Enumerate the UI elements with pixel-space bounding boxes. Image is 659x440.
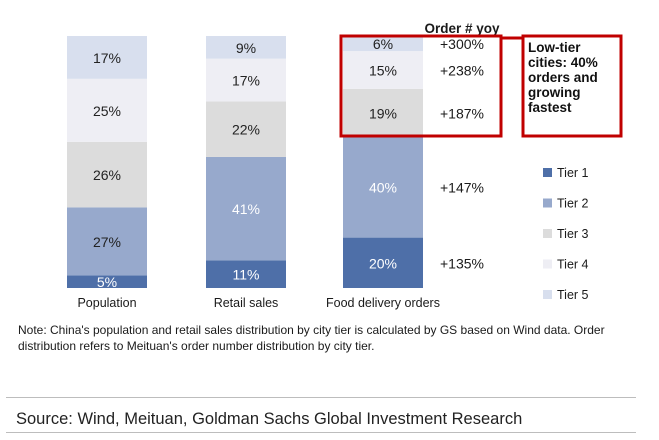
- chart-note: Note: China's population and retail sale…: [18, 323, 605, 353]
- bar-data-label: 20%: [369, 255, 397, 271]
- bar-segment-food-delivery-orders-tier-2: [343, 136, 423, 238]
- bar-segment-food-delivery-orders-tier-5: [343, 36, 423, 52]
- legend-label: Tier 3: [557, 227, 589, 241]
- callout-box: [521, 34, 623, 138]
- bar-segment-population-tier-3: [67, 141, 147, 208]
- bar-data-label: 17%: [232, 73, 260, 89]
- bar-segment-retail-sales-tier-2: [206, 156, 286, 261]
- bar-data-label: 25%: [93, 103, 121, 119]
- bar-data-label: 11%: [233, 267, 260, 283]
- source-line: Source: Wind, Meituan, Goldman Sachs Glo…: [16, 410, 523, 428]
- bar-segment-population-tier-2: [67, 207, 147, 276]
- legend: Tier 1 Tier 2 Tier 3 Tier 4 Tier 5: [543, 166, 589, 302]
- legend-label: Tier 4: [557, 258, 589, 272]
- bar-data-label: 19%: [369, 105, 397, 121]
- yoy-value: +300%: [440, 36, 484, 52]
- bar-segment-retail-sales-tier-1: [206, 260, 286, 288]
- legend-label: Tier 2: [557, 197, 589, 211]
- bars-layer: [67, 36, 423, 288]
- bar-data-label: 40%: [369, 180, 397, 196]
- category-label: Retail sales: [214, 296, 279, 310]
- bar-data-label: 9%: [236, 40, 256, 56]
- bar-segment-retail-sales-tier-5: [206, 36, 286, 59]
- bar-segment-population-tier-5: [67, 36, 147, 79]
- bar-segment-food-delivery-orders-tier-3: [343, 88, 423, 137]
- yoy-header: Order # yoy: [424, 21, 500, 36]
- legend-label: Tier 1: [557, 166, 589, 180]
- category-label: Food delivery orders: [326, 296, 440, 310]
- bar-data-label: 22%: [232, 122, 260, 138]
- bar-data-label: 27%: [93, 234, 121, 250]
- bar-segment-retail-sales-tier-3: [206, 101, 286, 157]
- legend-label: Tier 5: [557, 288, 589, 302]
- bar-data-label: 41%: [232, 201, 260, 217]
- highlight-layer: [339, 34, 623, 138]
- legend-swatch: [543, 198, 552, 208]
- callout-text: Low-tier cities: 40% orders and growing …: [528, 40, 598, 115]
- bar-labels-layer: 5% 27% 26% 25% 17% Population 11% 41% 22% 17% 9% Re…: [77, 36, 440, 310]
- yoy-value: +238%: [440, 63, 484, 79]
- bar-data-label: 6%: [373, 36, 393, 52]
- bar-segment-population-tier-4: [67, 78, 147, 142]
- yoy-value: +135%: [440, 255, 484, 271]
- category-label: Population: [77, 296, 136, 310]
- bar-segment-population-tier-1: [67, 275, 147, 288]
- highlight-box-low-tier: [339, 34, 503, 138]
- legend-swatch: [543, 290, 552, 299]
- bar-data-label: 17%: [93, 50, 121, 66]
- legend-swatch: [543, 259, 552, 269]
- legend-swatch: [543, 168, 552, 177]
- divider-bottom: [6, 432, 636, 433]
- bar-data-label: 5%: [97, 274, 117, 290]
- bar-segment-food-delivery-orders-tier-4: [343, 51, 423, 89]
- bar-segment-food-delivery-orders-tier-1: [343, 237, 423, 288]
- bar-segment-retail-sales-tier-4: [206, 58, 286, 102]
- yoy-value: +147%: [440, 180, 484, 196]
- yoy-layer: +135% +147% +187% +238% +300%Order # yoy: [424, 21, 500, 271]
- legend-swatch: [543, 229, 552, 238]
- bar-data-label: 26%: [93, 167, 121, 183]
- yoy-value: +187%: [440, 105, 484, 121]
- bar-data-label: 15%: [369, 63, 397, 79]
- divider-top: [6, 397, 636, 398]
